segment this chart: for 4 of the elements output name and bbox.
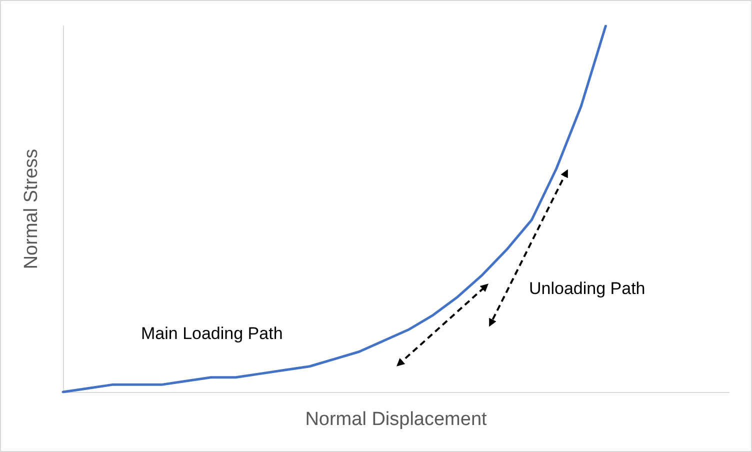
annotation: Unloading Path [529,279,646,299]
y-axis-title: Normal Stress [21,148,42,270]
x-axis-title: Normal Displacement [305,409,488,430]
annotation: Main Loading Path [141,324,283,344]
